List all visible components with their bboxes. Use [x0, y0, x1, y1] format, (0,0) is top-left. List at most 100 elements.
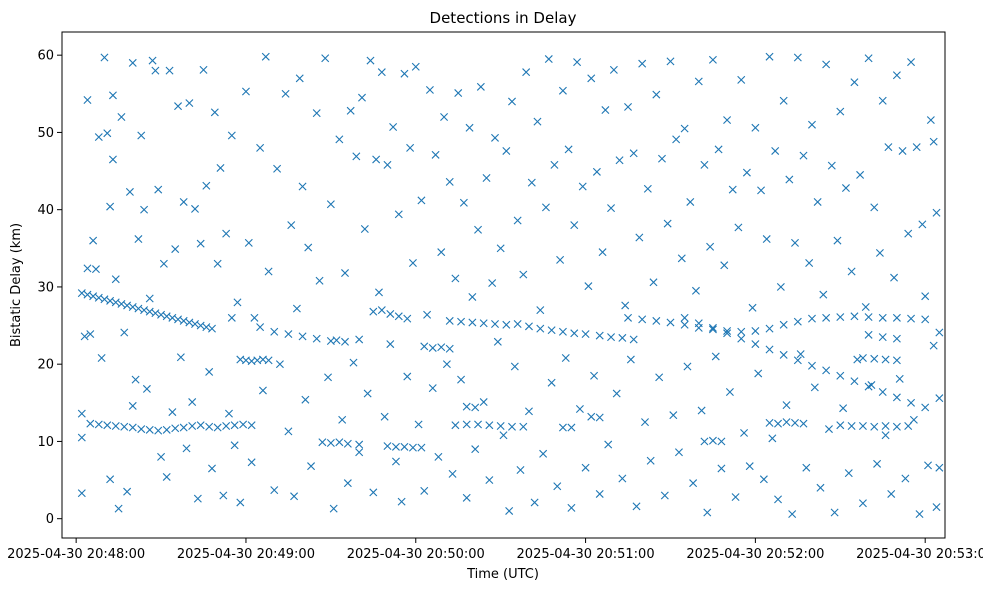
- detection-point: [355, 448, 364, 457]
- detection-point: [892, 356, 901, 365]
- detection-point: [558, 86, 567, 95]
- detection-point: [691, 286, 700, 295]
- detection-point: [451, 421, 460, 430]
- detection-point: [751, 123, 760, 132]
- detection-point: [663, 219, 672, 228]
- detection-point: [222, 229, 231, 238]
- detection-point: [799, 419, 808, 428]
- detection-point: [830, 508, 839, 517]
- detection-point: [731, 493, 740, 502]
- detection-point: [270, 327, 279, 336]
- detection-point: [629, 149, 638, 158]
- detection-point: [791, 238, 799, 247]
- detection-point: [125, 187, 134, 196]
- detection-point: [94, 133, 103, 142]
- detection-point: [151, 309, 160, 318]
- detection-point: [355, 335, 364, 344]
- detection-point: [335, 438, 344, 447]
- detection-point: [298, 332, 307, 341]
- detection-point: [451, 274, 460, 283]
- detection-point: [816, 483, 825, 492]
- detection-point: [584, 282, 593, 291]
- detection-point: [391, 442, 400, 451]
- detection-point: [759, 475, 768, 484]
- detection-point: [683, 362, 692, 371]
- detection-point: [77, 489, 86, 498]
- detection-point: [179, 423, 188, 432]
- detection-point: [312, 109, 321, 118]
- detection-point: [774, 495, 783, 504]
- detection-point: [366, 56, 375, 65]
- detection-point: [352, 152, 361, 161]
- detection-point: [171, 245, 180, 254]
- detection-point: [686, 197, 695, 206]
- detection-point: [369, 307, 378, 316]
- plot-frame: [61, 31, 946, 539]
- detection-point: [89, 292, 98, 301]
- detection-point: [502, 146, 511, 155]
- detection-point: [191, 320, 200, 329]
- detection-point: [864, 54, 873, 63]
- detection-point: [909, 415, 918, 424]
- detection-point: [881, 355, 890, 364]
- detection-point: [261, 52, 270, 61]
- detection-point: [148, 56, 157, 65]
- detection-point: [799, 151, 808, 160]
- detection-point: [935, 328, 944, 337]
- detection-point: [643, 184, 652, 193]
- detection-point: [227, 313, 236, 322]
- detection-point: [159, 259, 168, 268]
- detection-point: [462, 402, 471, 411]
- detection-point: [162, 472, 171, 481]
- detection-point: [442, 360, 451, 369]
- detection-point: [578, 182, 587, 191]
- detection-point: [275, 360, 284, 369]
- detection-point: [858, 354, 867, 362]
- detection-point: [157, 310, 166, 319]
- detection-point: [779, 350, 788, 359]
- detection-point: [123, 487, 132, 496]
- detection-point: [892, 393, 901, 402]
- detection-point: [680, 313, 689, 322]
- detection-point: [870, 203, 879, 212]
- detection-point: [111, 298, 120, 307]
- detection-point: [547, 326, 556, 335]
- detection-point: [462, 420, 471, 429]
- detection-point: [827, 161, 836, 170]
- y-tick-label: 0: [46, 512, 54, 527]
- detection-point: [607, 333, 616, 342]
- detection-point: [624, 313, 633, 322]
- detection-point: [788, 510, 797, 519]
- detection-point: [822, 60, 831, 69]
- y-tick-label: 10: [37, 435, 54, 450]
- detection-point: [445, 177, 454, 186]
- detection-point: [533, 117, 542, 126]
- detection-point: [703, 508, 712, 517]
- detection-point: [111, 275, 120, 284]
- detection-point: [929, 137, 938, 146]
- detection-point: [754, 369, 763, 378]
- detection-point: [861, 303, 870, 312]
- detection-point: [474, 420, 483, 429]
- detection-point: [524, 407, 533, 416]
- detection-point: [154, 426, 163, 435]
- detection-point: [864, 313, 873, 322]
- detection-point: [856, 170, 865, 179]
- detection-point: [358, 93, 366, 102]
- detection-point: [196, 239, 205, 248]
- detection-point: [708, 55, 717, 64]
- detection-point: [295, 74, 304, 83]
- detection-point: [312, 334, 321, 343]
- detection-point: [479, 398, 488, 407]
- detection-point: [618, 333, 627, 342]
- detection-point: [615, 156, 624, 165]
- detection-point: [706, 242, 715, 251]
- detection-point: [782, 418, 791, 427]
- detection-point: [666, 57, 675, 66]
- detection-point: [858, 499, 867, 508]
- detection-point: [595, 413, 604, 422]
- detection-point: [496, 244, 505, 253]
- detection-point: [106, 296, 115, 305]
- detection-point: [457, 375, 466, 384]
- detection-point: [680, 124, 689, 133]
